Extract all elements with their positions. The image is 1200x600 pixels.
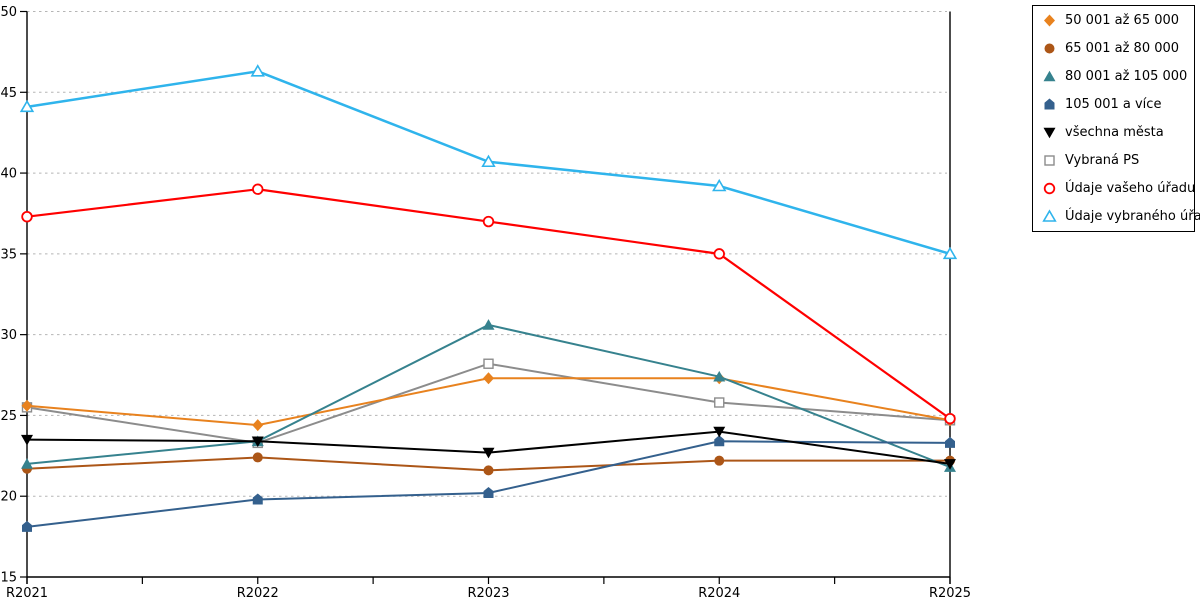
series-marker: [1043, 127, 1056, 139]
legend-item-label: 80 001 až 105 000: [1065, 68, 1188, 84]
legend-item[interactable]: Údaje vašeho úřadu: [1033, 175, 1196, 203]
legend-item-label: Vybraná PS: [1065, 153, 1140, 169]
series-marker: [1044, 98, 1055, 110]
legend-item[interactable]: 65 001 až 80 000: [1033, 34, 1194, 62]
series-marker: [251, 436, 264, 448]
x-tick-label: R2025: [929, 586, 971, 600]
series-marker: [252, 419, 264, 432]
series-marker: [945, 436, 955, 448]
legend-item[interactable]: 105 001 a více: [1033, 90, 1194, 118]
series-marker: [252, 452, 263, 463]
legend-item[interactable]: všechna města: [1033, 119, 1194, 147]
legend-diamond-icon: [1044, 14, 1055, 27]
series-marker: [713, 370, 726, 382]
legend-item-label: Údaje vašeho úřadu: [1065, 181, 1196, 197]
series-marker: [21, 399, 33, 412]
legend-square-open-icon: [1044, 155, 1055, 166]
series-marker: [252, 183, 264, 195]
series-marker: [713, 426, 726, 438]
legend-triangle-up-icon: [1043, 70, 1056, 82]
series-marker: [1043, 183, 1056, 195]
series-marker: [714, 435, 725, 447]
y-tick-label: 50: [0, 5, 17, 20]
y-tick-label: 45: [0, 86, 17, 101]
series-marker: [22, 520, 32, 532]
legend-item-label: všechna města: [1065, 125, 1164, 141]
series-marker: [1044, 155, 1055, 166]
series-marker: [482, 447, 495, 459]
legend-item-label: 65 001 až 80 000: [1065, 40, 1180, 56]
y-tick-label: 40: [0, 167, 17, 182]
series-marker: [21, 434, 33, 446]
series-marker: [252, 493, 263, 505]
series-marker: [942, 246, 958, 260]
series-marker: [483, 465, 494, 476]
series-marker: [1042, 209, 1057, 223]
x-tick-label: R2024: [698, 586, 740, 600]
series-marker: [712, 178, 727, 192]
x-tick-label: R2021: [6, 586, 48, 600]
y-tick-label: 25: [0, 409, 17, 424]
series-marker: [483, 358, 494, 369]
legend-item[interactable]: 80 001 až 105 000: [1033, 62, 1194, 90]
chart-legend: 50 001 až 65 000 65 001 až 80 000 80 001 a…: [1032, 5, 1200, 232]
x-tick-label: R2022: [237, 586, 279, 600]
legend-item[interactable]: Údaje vybraného úřadu: [1033, 203, 1200, 231]
y-tick-label: 35: [0, 247, 17, 262]
series-marker: [713, 248, 725, 260]
series-marker: [1044, 14, 1055, 27]
series-marker: [1044, 43, 1055, 54]
legend-pentagon-icon: [1044, 98, 1055, 110]
legend-item-label: 105 001 a více: [1065, 96, 1162, 112]
series-marker: [483, 486, 494, 498]
legend-item[interactable]: 50 001 až 65 000: [1033, 6, 1194, 34]
series-marker: [250, 64, 265, 77]
series-marker: [483, 372, 494, 385]
legend-circle-icon: [1044, 43, 1055, 54]
x-tick-label: R2023: [467, 586, 509, 600]
series-marker: [1043, 70, 1056, 82]
series-marker: [481, 154, 496, 168]
legend-triangle-down-icon: [1043, 127, 1056, 139]
series-marker: [714, 397, 725, 408]
y-tick-label: 30: [0, 328, 17, 343]
legend-item-label: 50 001 až 65 000: [1065, 12, 1180, 28]
series-marker: [482, 319, 495, 330]
series-marker: [482, 215, 495, 228]
series-marker: [21, 210, 33, 223]
series-marker: [19, 99, 35, 113]
series-marker: [944, 412, 956, 425]
legend-item-label: Údaje vybraného úřadu: [1065, 209, 1200, 225]
series-marker: [714, 455, 725, 466]
series-marker: [21, 458, 33, 469]
y-tick-label: 20: [0, 490, 17, 505]
legend-triangle-open-icon: [1042, 209, 1057, 223]
legend-item[interactable]: Vybraná PS: [1033, 147, 1194, 175]
series-marker: [944, 459, 956, 470]
y-tick-label: 15: [0, 571, 17, 586]
legend-circle-open-icon: [1043, 183, 1056, 195]
